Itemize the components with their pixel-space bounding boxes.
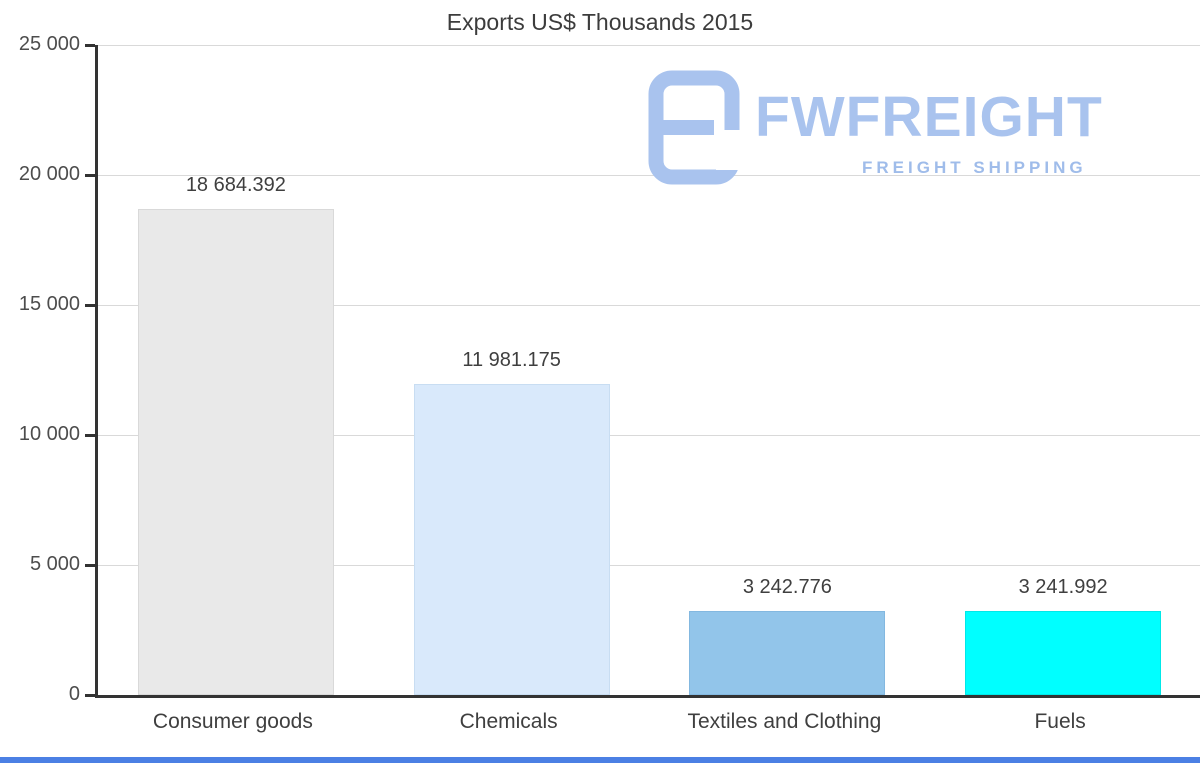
y-tick-mark [85, 174, 95, 177]
gridline [98, 45, 1200, 46]
y-tick-mark [85, 304, 95, 307]
x-category-label: Textiles and Clothing [687, 710, 882, 733]
y-tick-label: 20 000 [18, 163, 80, 185]
bar [137, 209, 334, 695]
y-tick-mark [85, 434, 95, 437]
fwfreight-logo-icon [648, 70, 740, 190]
gridline [98, 565, 1200, 566]
brand-wordmark: FWFREIGHT [755, 85, 1103, 149]
y-tick-label: 25 000 [18, 33, 80, 55]
bar-value-label: 18 684.392 [185, 174, 286, 197]
chart-title: Exports US$ Thousands 2015 [446, 9, 754, 35]
x-category-label: Fuels [1034, 710, 1086, 733]
y-tick-label: 5 000 [29, 553, 80, 575]
bar-value-label: 3 242.776 [742, 575, 832, 598]
y-tick-mark [85, 44, 95, 47]
bottom-accent-strip [0, 757, 1200, 763]
bar-value-label: 11 981.175 [462, 348, 561, 371]
y-tick-label: 0 [68, 683, 80, 705]
brand-tagline: FREIGHT SHIPPING [862, 158, 1087, 177]
y-tick-mark [85, 564, 95, 567]
bar [689, 610, 886, 695]
bar [965, 610, 1162, 695]
x-category-label: Chemicals [459, 710, 558, 733]
plot-area: 0 5 000 10 000 15 000 20 000 25 000 18 684.392… [19, 33, 1200, 705]
gridline [98, 305, 1200, 306]
y-tick-label: 15 000 [18, 293, 80, 315]
gridline [98, 435, 1200, 436]
y-tick-label: 10 000 [18, 423, 80, 445]
gridline [98, 175, 1200, 176]
x-category-label: Consumer goods [152, 710, 313, 733]
bar [413, 383, 610, 695]
y-tick-mark [85, 694, 95, 697]
bar-value-label: 3 241.992 [1018, 575, 1108, 598]
